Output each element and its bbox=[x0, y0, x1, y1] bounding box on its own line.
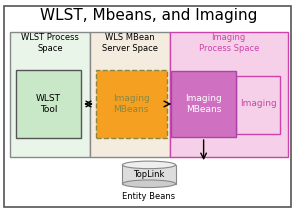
FancyBboxPatch shape bbox=[10, 33, 90, 157]
FancyBboxPatch shape bbox=[171, 71, 236, 137]
FancyBboxPatch shape bbox=[170, 33, 288, 157]
Text: WLS MBean
Server Space: WLS MBean Server Space bbox=[102, 33, 158, 52]
Text: Imaging
Process Space: Imaging Process Space bbox=[198, 33, 259, 52]
Text: Imaging
MBeans: Imaging MBeans bbox=[185, 94, 222, 114]
Text: Entity Beans: Entity Beans bbox=[122, 192, 176, 201]
Text: WLST, Mbeans, and Imaging: WLST, Mbeans, and Imaging bbox=[40, 8, 258, 23]
FancyBboxPatch shape bbox=[4, 5, 291, 207]
FancyBboxPatch shape bbox=[16, 70, 81, 138]
FancyBboxPatch shape bbox=[90, 33, 170, 157]
Text: WLST Process
Space: WLST Process Space bbox=[21, 33, 79, 52]
Text: WLST
Tool: WLST Tool bbox=[36, 94, 61, 114]
FancyBboxPatch shape bbox=[122, 165, 176, 184]
Ellipse shape bbox=[122, 161, 176, 169]
FancyBboxPatch shape bbox=[96, 70, 167, 138]
Text: Imaging
MBeans: Imaging MBeans bbox=[113, 94, 150, 114]
Ellipse shape bbox=[122, 180, 176, 188]
FancyBboxPatch shape bbox=[236, 76, 280, 134]
Text: TopLink: TopLink bbox=[133, 170, 165, 179]
Text: Imaging: Imaging bbox=[240, 100, 277, 108]
